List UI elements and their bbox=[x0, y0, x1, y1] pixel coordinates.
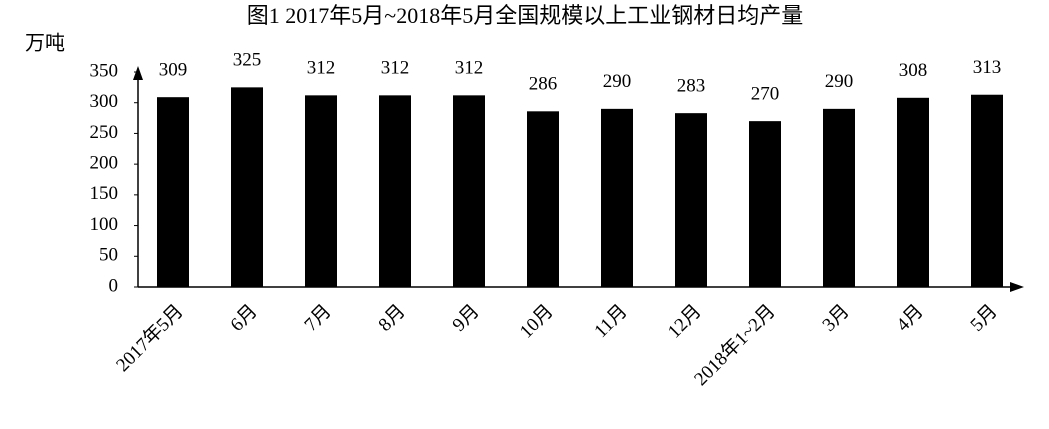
x-tick-label: 9月 bbox=[449, 301, 484, 336]
bar bbox=[305, 95, 337, 287]
bar bbox=[601, 108, 633, 287]
y-tick-label: 250 bbox=[90, 122, 119, 143]
x-tick-label: 6月 bbox=[227, 301, 262, 336]
y-tick-label: 350 bbox=[90, 60, 119, 81]
bar bbox=[527, 111, 559, 287]
x-axis-arrow bbox=[1010, 282, 1024, 292]
data-label: 313 bbox=[973, 57, 1002, 78]
bar bbox=[749, 121, 781, 288]
data-label: 270 bbox=[751, 84, 780, 105]
bar bbox=[157, 97, 189, 287]
bar bbox=[675, 113, 707, 288]
x-tick-label: 2017年5月 bbox=[112, 300, 188, 376]
chart-title: 图1 2017年5月~2018年5月全国规模以上工业钢材日均产量 bbox=[247, 3, 803, 28]
y-tick-label: 50 bbox=[99, 245, 118, 266]
y-tick-label: 150 bbox=[90, 183, 119, 204]
data-label: 286 bbox=[529, 74, 558, 95]
x-tick-label: 7月 bbox=[301, 301, 336, 336]
bar bbox=[897, 97, 929, 287]
data-label: 308 bbox=[899, 60, 928, 81]
y-tick-label: 200 bbox=[90, 153, 119, 174]
data-label: 283 bbox=[677, 76, 706, 97]
y-axis-label: 万吨 bbox=[25, 32, 65, 55]
y-tick-label: 100 bbox=[90, 214, 119, 235]
bar bbox=[453, 95, 485, 287]
x-tick-label: 5月 bbox=[967, 301, 1002, 336]
y-tick-label: 300 bbox=[90, 91, 119, 112]
bar bbox=[379, 95, 411, 287]
data-label: 290 bbox=[825, 71, 854, 92]
data-label: 312 bbox=[381, 58, 410, 79]
bar bbox=[823, 108, 855, 287]
data-label: 309 bbox=[159, 60, 188, 81]
data-label: 312 bbox=[307, 58, 336, 79]
x-tick-label: 12月 bbox=[664, 301, 706, 343]
data-label: 312 bbox=[455, 58, 484, 79]
x-tick-label: 8月 bbox=[375, 301, 410, 336]
x-tick-label: 3月 bbox=[819, 301, 854, 336]
bar bbox=[971, 94, 1003, 287]
y-tick-label: 0 bbox=[109, 275, 119, 296]
bar bbox=[231, 87, 263, 287]
x-tick-label: 11月 bbox=[590, 301, 631, 342]
x-tick-label: 10月 bbox=[516, 301, 558, 343]
data-label: 325 bbox=[233, 50, 262, 71]
x-tick-label: 4月 bbox=[893, 301, 928, 336]
data-label: 290 bbox=[603, 71, 632, 92]
y-axis-arrow bbox=[133, 66, 143, 80]
